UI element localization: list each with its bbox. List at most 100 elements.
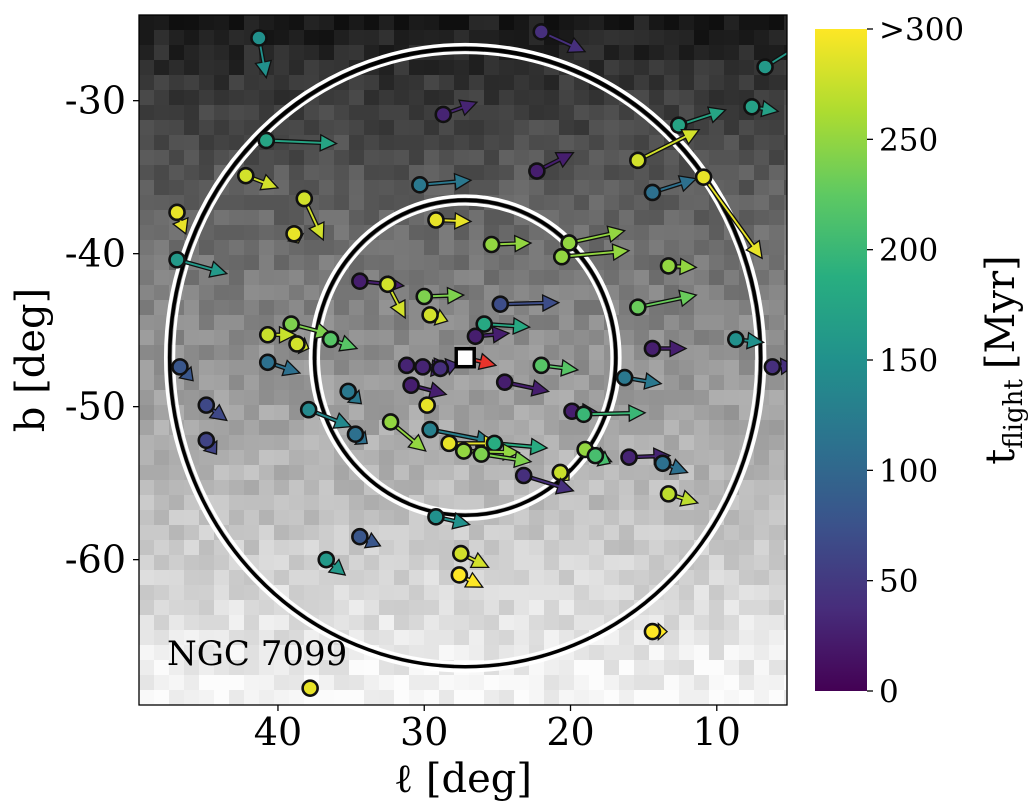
sky-pixel <box>619 270 635 286</box>
star-point <box>295 189 325 242</box>
star-marker <box>743 97 761 116</box>
sky-pixel <box>379 435 395 451</box>
sky-pixel <box>604 645 620 661</box>
sky-pixel <box>469 675 485 691</box>
sky-pixel <box>394 630 410 646</box>
sky-pixel <box>679 480 695 496</box>
sky-pixel <box>544 690 560 705</box>
sky-pixel <box>229 630 245 646</box>
sky-pixel <box>364 285 380 301</box>
sky-pixel <box>274 480 290 496</box>
sky-pixel <box>229 15 245 31</box>
sky-pixel <box>619 285 635 301</box>
sky-pixel <box>679 75 695 91</box>
sky-pixel <box>139 30 155 46</box>
sky-pixel <box>139 630 155 646</box>
star-marker <box>628 151 647 170</box>
sky-pixel <box>364 585 380 601</box>
sky-pixel <box>514 675 530 691</box>
sky-pixel <box>484 30 500 46</box>
sky-pixel <box>439 30 455 46</box>
sky-pixel <box>589 300 605 316</box>
sky-pixel <box>379 300 395 316</box>
star-point <box>168 203 189 236</box>
sky-pixel <box>484 15 500 31</box>
sky-pixel <box>649 660 665 676</box>
sky-pixel <box>274 615 290 631</box>
star-marker <box>532 23 551 41</box>
sky-pixel <box>364 30 380 46</box>
sky-pixel <box>349 105 365 121</box>
colorbar-label: tflight[Myr] <box>978 255 1029 464</box>
star-marker <box>475 315 494 333</box>
sky-pixel <box>694 420 710 436</box>
sky-pixel <box>604 135 620 151</box>
sky-pixel <box>304 165 320 181</box>
sky-pixel <box>229 105 245 121</box>
sky-pixel <box>274 540 290 556</box>
sky-pixel <box>154 525 170 541</box>
sky-pixel <box>304 30 320 46</box>
sky-pixel <box>574 195 590 211</box>
sky-pixel <box>349 360 365 376</box>
sky-pixel <box>529 405 545 421</box>
sky-pixel <box>514 570 530 586</box>
sky-pixel <box>394 60 410 76</box>
x-tick-label: 10 <box>693 710 741 754</box>
star-marker <box>168 203 186 222</box>
sky-pixel <box>424 345 440 361</box>
sky-pixel <box>289 255 305 271</box>
sky-pixel <box>619 60 635 76</box>
sky-pixel <box>559 675 575 691</box>
sky-pixel <box>724 570 740 586</box>
sky-pixel <box>694 210 710 226</box>
sky-pixel <box>409 555 425 571</box>
star-point <box>171 358 194 382</box>
sky-pixel <box>724 135 740 151</box>
sky-pixel <box>769 315 785 331</box>
sky-pixel <box>724 525 740 541</box>
sky-pixel <box>499 75 515 91</box>
sky-pixel <box>664 15 680 31</box>
sky-pixel <box>199 375 215 391</box>
sky-pixel <box>769 525 785 541</box>
sky-pixel <box>169 465 185 481</box>
star-point <box>756 50 787 76</box>
sky-pixel <box>349 300 365 316</box>
sky-pixel <box>619 555 635 571</box>
sky-pixel <box>589 660 605 676</box>
sky-pixel <box>589 30 605 46</box>
sky-pixel <box>154 180 170 196</box>
sky-pixel <box>694 390 710 406</box>
sky-pixel <box>574 225 590 241</box>
star-marker <box>628 298 647 317</box>
sky-pixel <box>259 150 275 166</box>
sky-pixel <box>784 675 787 691</box>
sky-pixel <box>229 315 245 331</box>
sky-pixel <box>559 495 575 511</box>
sky-pixel <box>709 600 725 616</box>
sky-pixel <box>739 345 755 361</box>
sky-pixel <box>274 690 290 705</box>
sky-pixel <box>664 225 680 241</box>
sky-pixel <box>229 360 245 376</box>
sky-pixel <box>739 195 755 211</box>
sky-pixel <box>214 420 230 436</box>
sky-pixel <box>649 45 665 61</box>
sky-pixel <box>649 525 665 541</box>
star-point <box>653 454 689 476</box>
star-marker <box>491 295 510 313</box>
sky-pixel <box>154 210 170 226</box>
sky-pixel <box>274 465 290 481</box>
sky-pixel <box>649 405 665 421</box>
sky-pixel <box>214 330 230 346</box>
sky-pixel <box>604 15 620 31</box>
sky-pixel <box>274 555 290 571</box>
sky-pixel <box>244 300 260 316</box>
sky-pixel <box>304 435 320 451</box>
motion-arrow <box>636 129 701 163</box>
sky-pixel <box>664 615 680 631</box>
sky-pixel <box>274 435 290 451</box>
sky-pixel <box>394 180 410 196</box>
sky-pixel <box>484 555 500 571</box>
